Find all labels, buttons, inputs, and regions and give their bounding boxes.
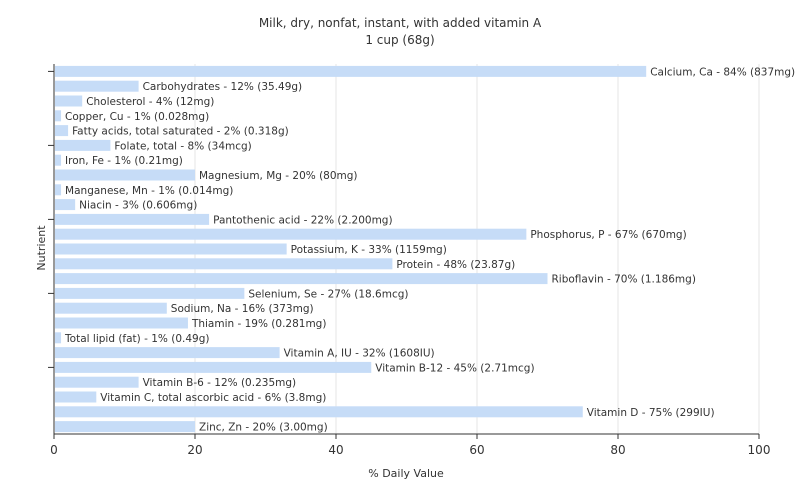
x-tick-label: 60 <box>469 443 484 457</box>
bar-value-label: Selenium, Se - 27% (18.6mcg) <box>248 288 408 300</box>
bar-value-label: Pantothenic acid - 22% (2.200mg) <box>213 214 392 226</box>
bar <box>55 80 139 92</box>
bar-value-label: Vitamin B-6 - 12% (0.235mg) <box>143 377 297 389</box>
bar <box>55 391 97 403</box>
bars <box>55 65 647 433</box>
bar <box>55 332 62 344</box>
bar-value-label: Calcium, Ca - 84% (837mg) <box>650 66 795 78</box>
x-tick-label: 80 <box>610 443 625 457</box>
chart-subtitle: 1 cup (68g) <box>365 33 434 47</box>
axes: 0 20 40 60 80 100 <box>48 64 770 457</box>
bar <box>55 154 62 166</box>
x-tick-label: 100 <box>748 443 771 457</box>
bar-value-label: Zinc, Zn - 20% (3.00mg) <box>199 422 328 434</box>
bar-value-label: Potassium, K - 33% (1159mg) <box>291 244 447 256</box>
bar-value-label: Vitamin D - 75% (299IU) <box>587 407 715 419</box>
bar <box>55 317 188 329</box>
chart-title: Milk, dry, nonfat, instant, with added v… <box>259 16 542 30</box>
bar-value-label: Protein - 48% (23.87g) <box>396 259 515 271</box>
bar <box>55 347 280 359</box>
bar-value-label: Vitamin C, total ascorbic acid - 6% (3.8… <box>100 392 326 404</box>
bar-value-label: Sodium, Na - 16% (373mg) <box>171 303 314 315</box>
bar-value-label: Carbohydrates - 12% (35.49g) <box>143 81 303 93</box>
bar-value-label: Niacin - 3% (0.606mg) <box>79 200 197 212</box>
bar-labels: Calcium, Ca - 84% (837mg) Carbohydrates -… <box>64 66 795 433</box>
bar-value-label: Total lipid (fat) - 1% (0.49g) <box>64 333 209 345</box>
bar <box>55 95 83 107</box>
bar <box>55 302 167 314</box>
bar-value-label: Vitamin A, IU - 32% (1608IU) <box>284 348 435 360</box>
bar-value-label: Magnesium, Mg - 20% (80mg) <box>199 170 358 182</box>
bar <box>55 376 139 388</box>
y-axis-title: Nutrient <box>35 225 48 271</box>
bar <box>55 287 245 299</box>
x-tick-label: 40 <box>328 443 343 457</box>
bar-value-label: Cholesterol - 4% (12mg) <box>86 96 214 108</box>
bar <box>55 213 210 225</box>
bar <box>55 125 69 137</box>
x-tick-label: 0 <box>50 443 58 457</box>
bar <box>55 273 548 285</box>
bar <box>55 361 372 373</box>
x-axis-title: % Daily Value <box>368 467 444 480</box>
bar <box>55 139 111 151</box>
x-tick-label: 20 <box>187 443 202 457</box>
bar-value-label: Phosphorus, P - 67% (670mg) <box>530 229 686 241</box>
bar-value-label: Fatty acids, total saturated - 2% (0.318… <box>72 126 289 138</box>
bar <box>55 184 62 196</box>
bar <box>55 421 195 433</box>
bar-value-label: Folate, total - 8% (34mcg) <box>114 140 251 152</box>
bar-value-label: Manganese, Mn - 1% (0.014mg) <box>65 185 233 197</box>
bar <box>55 65 647 77</box>
bar-value-label: Iron, Fe - 1% (0.21mg) <box>65 155 183 167</box>
bar-value-label: Vitamin B-12 - 45% (2.71mcg) <box>375 362 534 374</box>
bar <box>55 110 62 122</box>
bar <box>55 199 76 211</box>
bar-value-label: Copper, Cu - 1% (0.028mg) <box>65 111 209 123</box>
bar <box>55 258 393 270</box>
bar-value-label: Thiamin - 19% (0.281mg) <box>191 318 327 330</box>
bar <box>55 243 287 255</box>
bar <box>55 169 195 181</box>
bar-value-label: Riboflavin - 70% (1.186mg) <box>552 274 696 286</box>
bar <box>55 406 583 418</box>
bar <box>55 228 527 240</box>
